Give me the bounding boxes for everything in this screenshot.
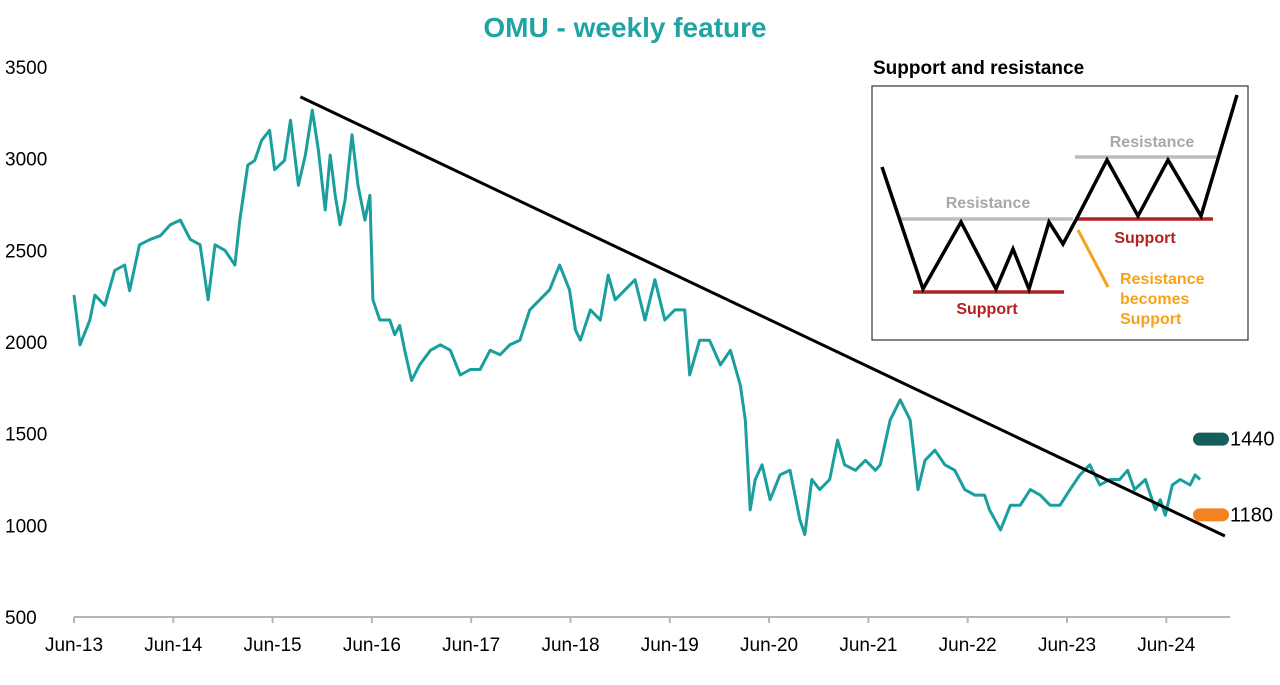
price-zigzag (880, 94, 1239, 295)
x-tick-label: Jun-19 (641, 635, 699, 656)
x-tick-label: Jun-14 (144, 635, 203, 656)
y-tick-label: 2000 (5, 333, 47, 354)
downtrend-line (299, 95, 1226, 538)
flip-pointer-line (1076, 229, 1110, 288)
resistance-label-1: Resistance (946, 195, 1031, 212)
value-marker-label: 1440 (1230, 429, 1275, 451)
y-axis: 3500 3000 2500 2000 1500 1000 500 (5, 58, 47, 629)
flip-label-line-1: Resistance (1120, 271, 1205, 288)
x-tick-label: Jun-18 (541, 635, 599, 656)
resistance-label-2: Resistance (1110, 134, 1195, 151)
x-axis: Jun-13 Jun-14 Jun-15 Jun-16 Jun-17 Jun-18 Jun-… (45, 616, 1230, 656)
support-label-2: Support (1114, 230, 1176, 247)
plot-area (72, 95, 1226, 538)
x-tick-label: Jun-17 (442, 635, 500, 656)
annotations: 1440 1180 (1193, 429, 1275, 526)
flip-label-line-3: Support (1120, 311, 1182, 328)
value-marker-pill (1193, 432, 1229, 446)
x-tick-label: Jun-20 (740, 635, 798, 656)
x-tick-label: Jun-22 (939, 635, 997, 656)
x-tick-label: Jun-23 (1038, 635, 1096, 656)
x-tick-label: Jun-21 (839, 635, 897, 656)
y-tick-label: 2500 (5, 241, 47, 262)
support-resistance-inset: Support and resistance Resistance Suppor… (871, 58, 1249, 341)
inset-title: Support and resistance (873, 58, 1084, 79)
y-tick-label: 3500 (5, 58, 47, 79)
y-tick-label: 1000 (5, 516, 47, 537)
support-label-1: Support (956, 301, 1018, 318)
y-tick-label: 1500 (5, 425, 47, 446)
y-tick-label: 3000 (5, 150, 47, 171)
x-tick-label: Jun-16 (343, 635, 401, 656)
value-marker-pill (1193, 508, 1229, 522)
x-tick-label: Jun-24 (1137, 635, 1196, 656)
omu-price-line (72, 108, 1202, 536)
chart-title: OMU - weekly feature (483, 12, 766, 43)
inset-frame (871, 85, 1249, 341)
x-tick-label: Jun-15 (244, 635, 302, 656)
x-tick-label: Jun-13 (45, 635, 103, 656)
flip-label-line-2: becomes (1120, 291, 1189, 308)
value-marker-label: 1180 (1230, 504, 1273, 526)
y-tick-label: 500 (5, 608, 37, 629)
